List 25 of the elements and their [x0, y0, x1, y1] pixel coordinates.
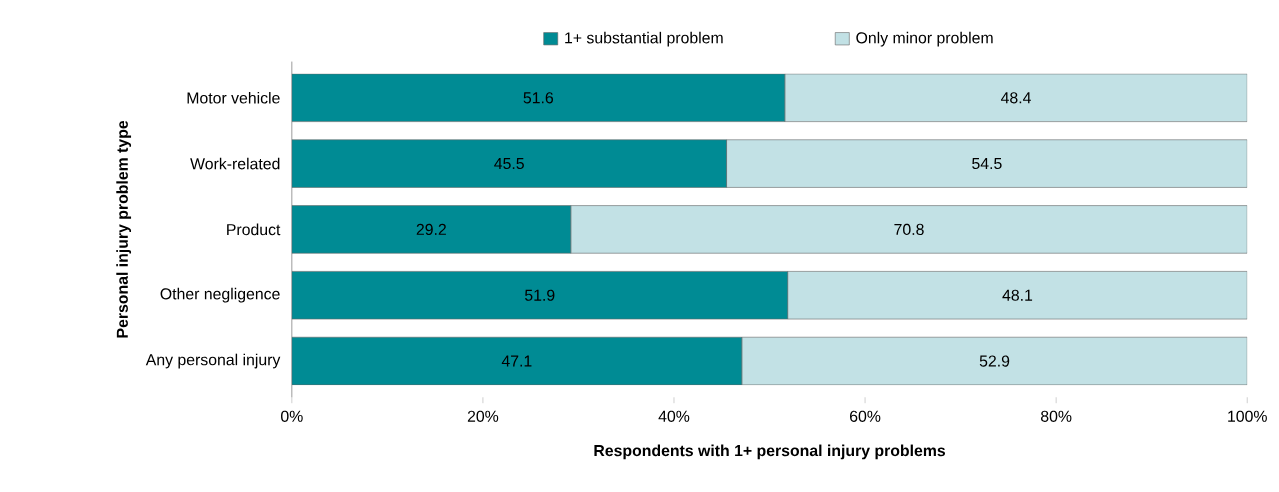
data-label: 47.1	[501, 355, 532, 367]
x-tick-label: 80%	[1040, 410, 1072, 423]
data-label: 51.6	[523, 92, 554, 104]
data-label: 54.5	[972, 158, 1002, 170]
data-label: 52.9	[979, 355, 1010, 367]
data-label: 48.1	[1002, 289, 1033, 302]
legend-label: 1+ substantial problem	[565, 32, 723, 47]
y-tick-label: Other negligence	[160, 288, 280, 303]
x-tick-label: 100%	[1228, 410, 1267, 423]
data-label: 48.4	[1000, 92, 1031, 104]
x-axis-title: Respondents with 1+ personal injury problems	[594, 444, 946, 460]
x-tick-label: 0%	[281, 410, 303, 423]
x-tick-label: 20%	[467, 410, 499, 423]
data-label: 29.2	[416, 224, 446, 236]
y-tick-label: Any personal injury	[145, 353, 281, 369]
x-tick-label: 60%	[850, 410, 881, 423]
data-label: 51.9	[524, 289, 555, 302]
legend-label: Only minor problem	[856, 32, 993, 47]
y-tick-label: Product	[227, 223, 281, 236]
y-axis-title: Personal injury problem type	[116, 121, 132, 338]
y-tick-label: Work-related	[190, 157, 280, 170]
y-tick-label: Motor vehicle	[187, 92, 280, 104]
data-label: 45.5	[494, 158, 524, 170]
data-label: 70.8	[894, 224, 924, 236]
x-tick-label: 40%	[658, 410, 690, 423]
